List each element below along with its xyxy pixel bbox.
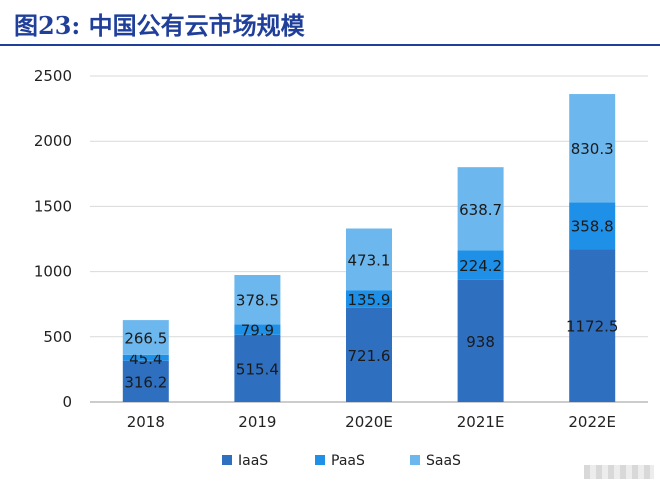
data-label: 224.2 (459, 257, 502, 275)
data-label: 938 (466, 333, 495, 351)
bar-paas-2020e (346, 290, 392, 308)
legend-swatch-iaas (222, 455, 232, 465)
bar-saas-2020e (346, 228, 392, 291)
y-tick-label: 1500 (34, 197, 72, 215)
title-bar: 图23: 中国公有云市场规模 (0, 0, 660, 46)
legend-label-saas: SaaS (426, 453, 461, 469)
bar-iaas-2019 (234, 334, 281, 402)
data-label: 1172.5 (566, 318, 619, 336)
legend-label-paas: PaaS (331, 453, 365, 469)
bar-paas-2019 (234, 324, 281, 335)
y-tick-label: 2500 (34, 67, 72, 85)
x-tick-label: 2018 (127, 413, 165, 431)
data-label: 266.5 (124, 329, 167, 347)
x-tick-label: 2021E (457, 413, 505, 431)
bar-iaas-2022e (569, 249, 616, 402)
bar-paas-2021e (457, 250, 504, 280)
data-label: 473.1 (348, 251, 391, 269)
bar-saas-2021e (457, 167, 504, 251)
legend-label-iaas: IaaS (238, 453, 268, 469)
watermark-image (584, 465, 654, 479)
title-underline (0, 44, 660, 46)
bar-iaas-2021e (457, 279, 504, 402)
y-tick-label: 1000 (34, 263, 72, 281)
x-tick-label: 2020E (345, 413, 393, 431)
bar-paas-2022e (569, 202, 616, 250)
data-label: 79.9 (241, 322, 274, 340)
bar-saas-2022e (569, 94, 616, 203)
data-label: 721.6 (348, 347, 391, 365)
data-label: 638.7 (459, 201, 502, 219)
data-label: 830.3 (571, 140, 614, 158)
bar-iaas-2018 (122, 360, 169, 402)
y-tick-label: 2000 (34, 132, 72, 150)
y-tick-label: 0 (62, 393, 72, 411)
bar-iaas-2020e (346, 307, 392, 402)
stacked-bar-chart: 05001000150020002500316.245.4266.5201851… (34, 67, 648, 469)
x-tick-label: 2019 (238, 413, 276, 431)
data-label: 358.8 (571, 218, 614, 236)
bar-saas-2018 (122, 320, 169, 355)
x-tick-label: 2022E (568, 413, 616, 431)
legend-swatch-paas (315, 455, 325, 465)
y-tick-label: 500 (43, 328, 72, 346)
page-title: 图23: 中国公有云市场规模 (14, 11, 305, 40)
data-label: 378.5 (236, 292, 279, 310)
data-label: 316.2 (124, 373, 167, 391)
legend-swatch-saas (410, 455, 420, 465)
data-label: 135.9 (348, 291, 391, 309)
bar-saas-2019 (234, 275, 281, 325)
data-label: 515.4 (236, 360, 279, 378)
bar-paas-2018 (122, 354, 169, 361)
